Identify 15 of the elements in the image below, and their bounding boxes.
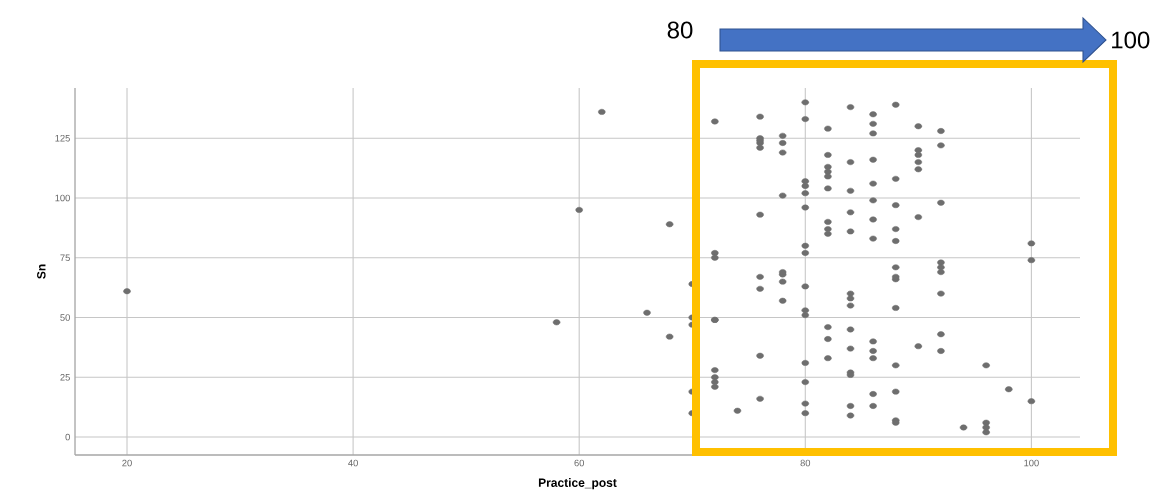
x-tick-label: 40 [348,459,358,467]
y-tick-label: 0 [65,433,70,441]
y-tick-label: 25 [60,373,70,381]
y-tick-label: 50 [60,314,70,321]
x-axis-title: Practice_post [538,478,617,490]
x-tick-label: 80 [800,459,811,467]
x-tick-label: 60 [574,459,585,467]
y-axis-title: Sn [37,264,46,279]
x-tick-label: 100 [1024,459,1039,467]
x-tick-label: 20 [122,459,132,467]
y-tick-label: 125 [55,134,70,142]
text: 80 [667,21,693,39]
y-tick-label: 100 [55,194,70,202]
y-tick-label: 75 [60,254,70,261]
text: 100 [1112,31,1150,49]
